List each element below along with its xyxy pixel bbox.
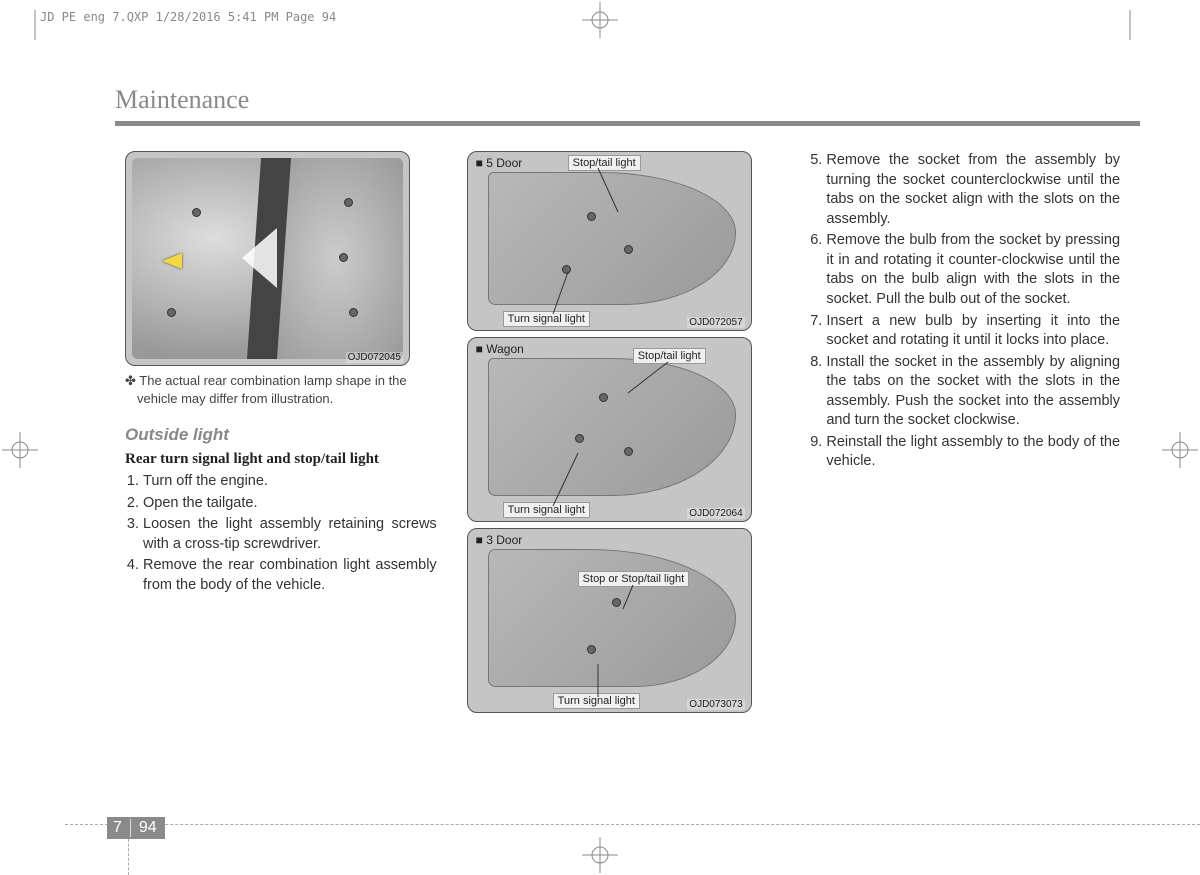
arrow-icon [162,253,182,269]
content-columns: OJD072045 ✤ The actual rear combination … [125,151,1120,713]
step-item: Install the socket in the assembly by al… [826,353,1120,431]
figure-wagon: ■ Wagon Stop/tail light Turn signal ligh… [467,337,752,522]
step-item: Loosen the light assembly retaining scre… [143,515,437,554]
crop-mark-tr [1120,10,1140,40]
title-rule [115,121,1140,126]
step-item: Reinstall the light assembly to the body… [826,433,1120,472]
step-item: Remove the socket from the assembly by t… [826,151,1120,229]
step-item: Insert a new bulb by inserting it into t… [826,312,1120,351]
section-title: Maintenance [115,85,1140,115]
step-item: Remove the bulb from the socket by press… [826,231,1120,309]
figure-caption: ✤ The actual rear combination lamp shape… [125,372,437,407]
column-2: ■ 5 Door Stop/tail light Turn signal lig… [467,151,779,713]
registration-mark-top [580,0,620,40]
registration-mark-left [0,430,40,470]
step-item: Open the tailgate. [143,494,437,514]
fold-line [65,824,1200,825]
steps-list-2: Remove the socket from the assembly by t… [808,151,1120,472]
registration-mark-bottom [580,835,620,875]
page-chapter: 7 [113,819,122,837]
step-item: Turn off the engine. [143,472,437,492]
column-1: OJD072045 ✤ The actual rear combination … [125,151,437,713]
column-3: Remove the socket from the assembly by t… [808,151,1120,713]
crop-mark-tl [25,10,45,40]
spine-dashes [128,839,129,875]
page-folio: 94 [139,819,157,837]
page-frame: Maintenance OJD072045 ✤ The actual re [65,45,1140,825]
figure-code: OJD072045 [346,352,403,363]
sub-heading: Outside light [125,425,437,445]
page-number: 7 94 [107,817,165,839]
procedure-title: Rear turn signal light and stop/tail lig… [125,451,437,468]
page-num-separator [130,819,131,837]
print-slug: JD PE eng 7.QXP 1/28/2016 5:41 PM Page 9… [40,10,336,24]
figure-5door: ■ 5 Door Stop/tail light Turn signal lig… [467,151,752,331]
registration-mark-right [1160,430,1200,470]
figure-screw-removal: OJD072045 [125,151,410,366]
steps-list-1: Turn off the engine. Open the tailgate. … [125,472,437,595]
step-item: Remove the rear combination light assemb… [143,556,437,595]
figure-3door: ■ 3 Door Stop or Stop/tail light Turn si… [467,528,752,713]
